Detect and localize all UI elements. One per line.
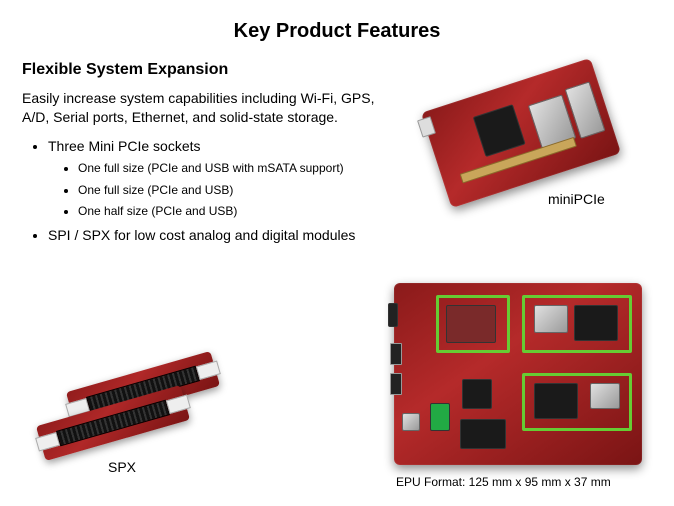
list-item: One full size (PCIe and USB with mSATA s…: [78, 161, 382, 177]
spx-board-image: [38, 371, 248, 457]
text-column: Flexible System Expansion Easily increas…: [22, 61, 382, 248]
spx-label: SPX: [108, 459, 136, 475]
list-item: One half size (PCIe and USB): [78, 204, 382, 220]
sub-bullet-list: One full size (PCIe and USB with mSATA s…: [48, 161, 382, 220]
intro-paragraph: Easily increase system capabilities incl…: [22, 89, 382, 127]
epu-format-label: EPU Format: 125 mm x 95 mm x 37 mm: [396, 475, 611, 489]
list-item-label: Three Mini PCIe sockets: [48, 138, 201, 154]
main-board-image: [394, 283, 642, 465]
minipcie-board-image: [432, 83, 610, 183]
highlight-box: [436, 295, 510, 353]
section-subheading: Flexible System Expansion: [22, 61, 382, 79]
minipcie-label: miniPCIe: [548, 191, 605, 207]
list-item: One full size (PCIe and USB): [78, 183, 382, 199]
list-item: SPI / SPX for low cost analog and digita…: [48, 226, 382, 244]
highlight-box: [522, 295, 632, 353]
bullet-list: Three Mini PCIe sockets One full size (P…: [22, 137, 382, 244]
list-item: Three Mini PCIe sockets One full size (P…: [48, 137, 382, 220]
highlight-box: [522, 373, 632, 431]
page-title: Key Product Features: [0, 0, 674, 61]
content-area: Flexible System Expansion Easily increas…: [0, 61, 674, 505]
